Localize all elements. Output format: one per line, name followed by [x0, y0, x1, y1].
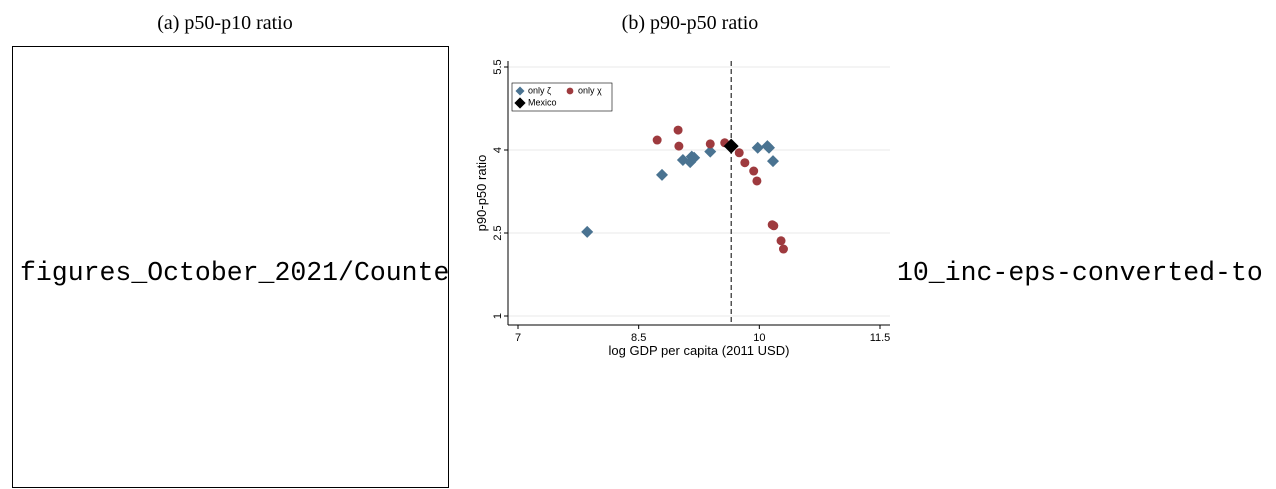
point: [762, 141, 775, 154]
point: [740, 158, 750, 168]
x-tick-label: 8.5: [631, 332, 646, 344]
point: [705, 139, 715, 149]
caption-a: (a) p50-p10 ratio: [157, 12, 293, 34]
point: [776, 236, 786, 246]
point: [767, 155, 780, 168]
legend-marker: [566, 87, 574, 95]
legend-label: only ζ: [528, 85, 551, 95]
point: [704, 145, 717, 158]
point: [655, 168, 668, 181]
point: [752, 176, 762, 186]
point: [778, 244, 788, 254]
legend-box: [511, 82, 613, 112]
legend-label: only χ: [578, 85, 602, 95]
y-tick-label: 1: [492, 313, 504, 319]
point: [652, 135, 662, 145]
point: [674, 141, 684, 151]
y-tick-label: 2.5: [492, 225, 504, 240]
legend-label: Mexico: [528, 97, 557, 107]
x-axis-title: log GDP per capita (2011 USD): [609, 343, 790, 358]
y-tick-label: 4: [492, 147, 504, 153]
point: [673, 125, 683, 135]
missing-image-text: 10_inc-eps-converted-to: [897, 258, 1263, 288]
x-tick-label: 10: [753, 332, 765, 344]
point: [751, 141, 764, 154]
point: [581, 225, 594, 238]
point: [688, 151, 701, 164]
missing-image-box: [12, 46, 449, 488]
scatter-plot: 1 2.5 4 5.5 7 8.5 10 11.5 log GDP per capita (20…: [474, 59, 890, 358]
point: [734, 148, 744, 158]
y-tick-label: 5.5: [492, 59, 504, 74]
legend-marker: [515, 86, 525, 96]
point: [769, 221, 779, 231]
caption-b: (b) p90-p50 ratio: [622, 12, 759, 34]
y-axis-title: p90-p50 ratio: [474, 155, 489, 232]
x-tick-label: 7: [515, 332, 521, 344]
legend-marker: [514, 97, 526, 109]
missing-image-text: figures_October_2021/Counte: [20, 258, 449, 288]
point: [749, 166, 759, 176]
x-tick-label: 11.5: [870, 332, 891, 344]
point: [723, 138, 739, 154]
